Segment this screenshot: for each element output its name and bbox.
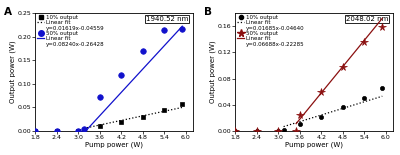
Legend: 10% output, Linear fit, y=0.01619x-0.04559, 50% output, Linear fit, y=0.08240x-0: 10% output, Linear fit, y=0.01619x-0.045… — [37, 15, 105, 47]
Text: A: A — [4, 7, 12, 17]
Legend: 10% output, Linear fit, y=0.01685x-0.04640, 50% output, Linear fit, y=0.06688x-0: 10% output, Linear fit, y=0.01685x-0.046… — [237, 15, 305, 47]
Text: B: B — [204, 7, 212, 17]
Y-axis label: Output power (W): Output power (W) — [9, 41, 16, 103]
Y-axis label: Output power (W): Output power (W) — [209, 41, 216, 103]
Text: 2048.02 nm: 2048.02 nm — [346, 16, 388, 22]
X-axis label: Pump power (W): Pump power (W) — [285, 142, 343, 148]
Text: 1940.52 nm: 1940.52 nm — [146, 16, 188, 22]
X-axis label: Pump power (W): Pump power (W) — [85, 142, 143, 148]
